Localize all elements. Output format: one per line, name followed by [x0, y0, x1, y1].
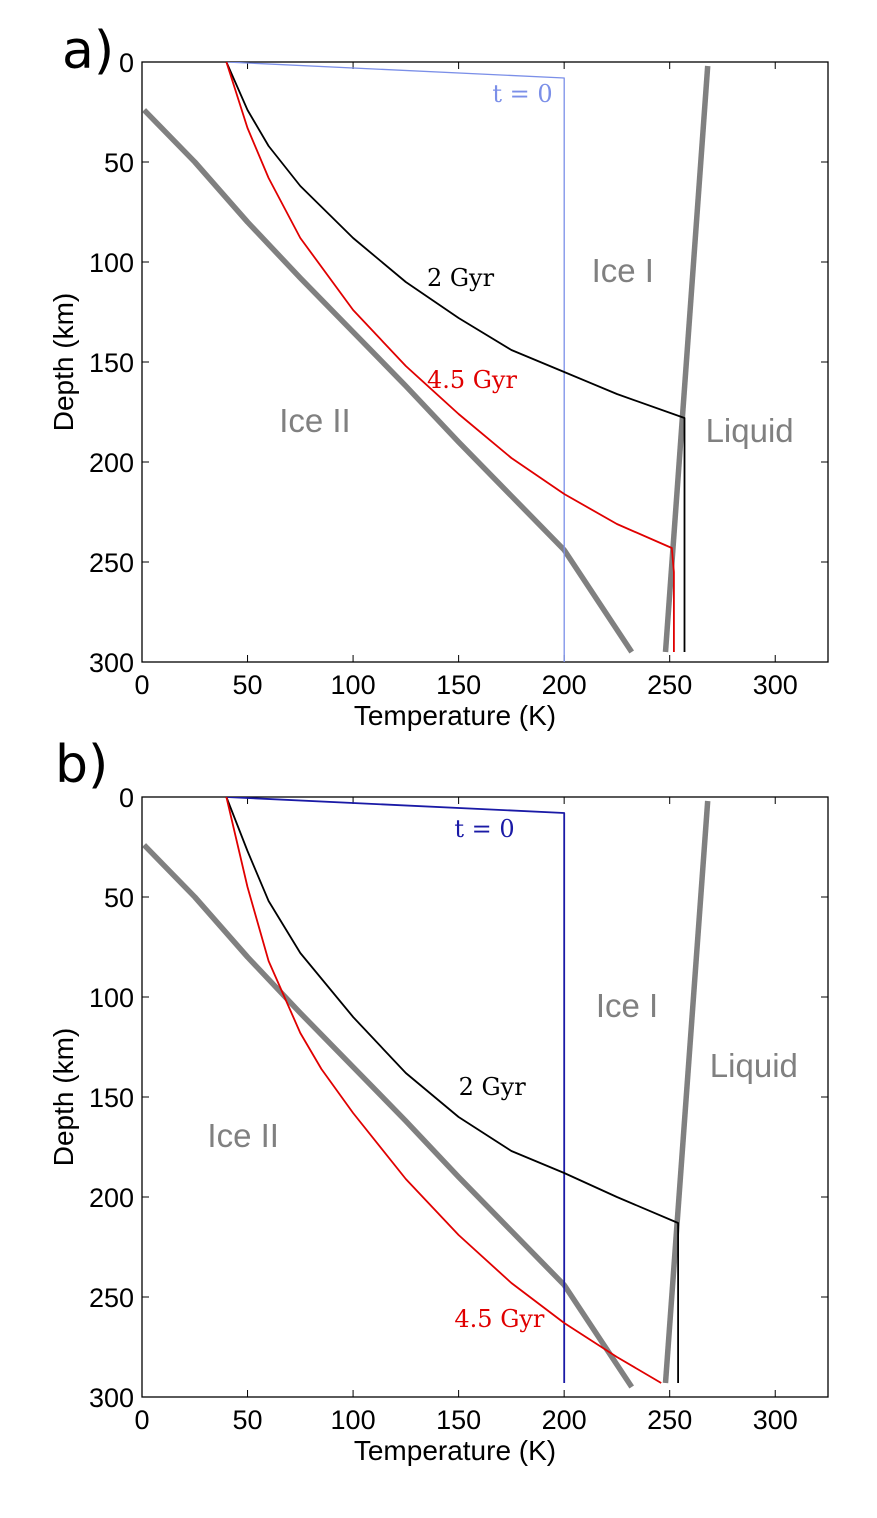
annotation-t-0: t = 0 — [454, 815, 514, 843]
melting-curve-line — [662, 800, 711, 1384]
y-tick-label: 50 — [104, 148, 134, 178]
x-tick-label: 200 — [542, 670, 587, 700]
series-line-t0 — [226, 62, 565, 662]
panel-label: b) — [55, 735, 108, 795]
y-tick-label: 200 — [89, 448, 134, 478]
y-tick-label: 250 — [89, 1283, 134, 1313]
x-tick-label: 300 — [753, 670, 798, 700]
panel-b: b)0 50 100 150 200 250 300050100150200250300Te… — [48, 735, 829, 1466]
x-tick-label: 250 — [647, 670, 692, 700]
x-tick-label: 250 — [647, 1405, 692, 1435]
melting-curve-line — [662, 65, 711, 653]
x-tick-label: 50 — [233, 670, 263, 700]
series-line-gyr45 — [225, 62, 675, 652]
ice-ii-boundary-line — [142, 108, 634, 654]
x-tick-label: 150 — [436, 670, 481, 700]
y-tick-label: 300 — [89, 1383, 134, 1413]
y-tick-label: 250 — [89, 548, 134, 578]
x-tick-label: 50 — [233, 1405, 263, 1435]
annotation-2-gyr: 2 Gyr — [459, 1073, 527, 1101]
annotation-2-gyr: 2 Gyr — [427, 264, 495, 292]
x-tick-label: 200 — [542, 1405, 587, 1435]
panel-a: a)0 50 100 150 200 250 300050100150200250300Te… — [48, 21, 829, 731]
y-axis-label: Depth (km) — [48, 1028, 79, 1166]
annotation-ice-i: Ice I — [596, 987, 658, 1024]
annotation-liquid: Liquid — [706, 412, 794, 449]
series-line-gyr2 — [225, 797, 679, 1383]
x-tick-label: 0 — [134, 670, 149, 700]
plot-area — [142, 62, 711, 662]
y-tick-label: 0 — [119, 48, 134, 78]
annotation-liquid: Liquid — [710, 1047, 798, 1084]
x-tick-label: 100 — [331, 1405, 376, 1435]
x-axis-label: Temperature (K) — [354, 700, 556, 731]
annotation-4-5-gyr: 4.5 Gyr — [427, 366, 518, 394]
plot-area — [142, 797, 711, 1389]
y-tick-label: 150 — [89, 1083, 134, 1113]
panel-label: a) — [62, 21, 114, 81]
y-tick-label: 0 — [119, 783, 134, 813]
x-tick-label: 150 — [436, 1405, 481, 1435]
annotation-t-0: t = 0 — [492, 80, 552, 108]
x-tick-label: 0 — [134, 1405, 149, 1435]
y-tick-label: 100 — [89, 983, 134, 1013]
y-tick-label: 300 — [89, 648, 134, 678]
x-axis-label: Temperature (K) — [354, 1435, 556, 1466]
annotation-ice-ii: Ice II — [207, 1117, 279, 1154]
y-tick-label: 50 — [104, 883, 134, 913]
series-line-gyr45 — [225, 797, 662, 1384]
x-tick-label: 100 — [331, 670, 376, 700]
axes-box — [141, 61, 829, 663]
y-tick-label: 200 — [89, 1183, 134, 1213]
annotation-ice-i: Ice I — [592, 252, 654, 289]
annotation-ice-ii: Ice II — [279, 402, 351, 439]
annotation-4-5-gyr: 4.5 Gyr — [454, 1305, 545, 1333]
ice-ii-boundary-line — [142, 843, 634, 1389]
y-tick-label: 100 — [89, 248, 134, 278]
series-line-gyr2 — [225, 62, 686, 652]
x-tick-label: 300 — [753, 1405, 798, 1435]
series-line-t0 — [226, 797, 566, 1383]
y-axis-label: Depth (km) — [48, 293, 79, 431]
y-tick-label: 150 — [89, 348, 134, 378]
